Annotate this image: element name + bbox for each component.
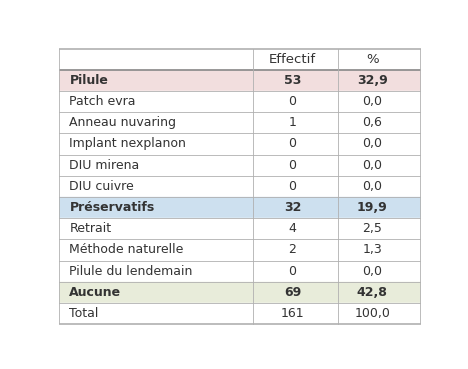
Text: Retrait: Retrait	[69, 222, 111, 235]
Text: 53: 53	[284, 74, 301, 87]
Text: Pilule du lendemain: Pilule du lendemain	[69, 265, 193, 277]
Bar	[58, 282, 421, 303]
Text: 42,8: 42,8	[357, 286, 388, 299]
Bar	[58, 70, 421, 91]
Text: Pilule: Pilule	[69, 74, 108, 87]
Text: 32,9: 32,9	[357, 74, 388, 87]
Text: %: %	[366, 53, 379, 66]
Text: 0,0: 0,0	[362, 159, 382, 172]
Text: Anneau nuvaring: Anneau nuvaring	[69, 116, 176, 129]
Text: 1,3: 1,3	[362, 244, 382, 256]
Text: Effectif: Effectif	[269, 53, 316, 66]
Text: 2,5: 2,5	[362, 222, 382, 235]
Text: 2: 2	[288, 244, 296, 256]
Text: Préservatifs: Préservatifs	[69, 201, 154, 214]
Bar	[58, 49, 421, 70]
Text: 0,0: 0,0	[362, 180, 382, 193]
Bar	[58, 91, 421, 112]
Text: 4: 4	[288, 222, 296, 235]
Bar	[58, 176, 421, 197]
Text: Patch evra: Patch evra	[69, 95, 136, 108]
Text: 32: 32	[284, 201, 301, 214]
Text: Méthode naturelle: Méthode naturelle	[69, 244, 184, 256]
Text: 0: 0	[288, 265, 296, 277]
Text: Implant nexplanon: Implant nexplanon	[69, 137, 186, 151]
Text: 161: 161	[281, 307, 304, 320]
Text: 0: 0	[288, 95, 296, 108]
Text: 69: 69	[284, 286, 301, 299]
Bar	[58, 218, 421, 239]
Bar	[58, 197, 421, 218]
Text: 0,6: 0,6	[362, 116, 382, 129]
Text: DIU mirena: DIU mirena	[69, 159, 139, 172]
Text: 0: 0	[288, 137, 296, 151]
Text: 0,0: 0,0	[362, 137, 382, 151]
Text: 0,0: 0,0	[362, 95, 382, 108]
Bar	[58, 239, 421, 261]
Text: 1: 1	[288, 116, 296, 129]
Text: Aucune: Aucune	[69, 286, 122, 299]
Bar	[58, 303, 421, 324]
Text: 0: 0	[288, 180, 296, 193]
Text: 0: 0	[288, 159, 296, 172]
Bar	[58, 261, 421, 282]
Text: DIU cuivre: DIU cuivre	[69, 180, 134, 193]
Text: 19,9: 19,9	[357, 201, 388, 214]
Text: 0,0: 0,0	[362, 265, 382, 277]
Text: 100,0: 100,0	[354, 307, 390, 320]
Bar	[58, 155, 421, 176]
Bar	[58, 133, 421, 155]
Bar	[58, 112, 421, 133]
Text: Total: Total	[69, 307, 99, 320]
